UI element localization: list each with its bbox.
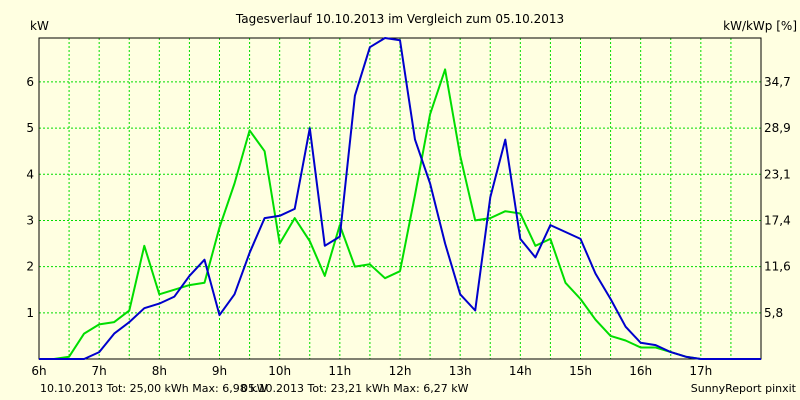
x-tick-label: 9h: [212, 364, 227, 378]
y-tick-label-left: 4: [26, 167, 34, 181]
right-axis-label: kW/kWp [%]: [723, 19, 797, 33]
footer-series1-summary: 10.10.2013 Tot: 25,00 kWh Max: 6,98 kW: [40, 382, 268, 395]
x-tick-label: 12h: [389, 364, 412, 378]
x-tick-label: 13h: [449, 364, 472, 378]
series-layer: [39, 37, 761, 360]
y-tick-label-left: 2: [26, 260, 34, 274]
grid: [39, 38, 761, 359]
footer-series2-summary: 05.10.2013 Tot: 23,21 kWh Max: 6,27 kW: [241, 382, 469, 395]
x-tick-label: 17h: [689, 364, 712, 378]
footer-credit: SunnyReport pinxit: [691, 382, 797, 395]
y-tick-label-right: 34,7: [764, 75, 791, 89]
y-tick-label-right: 11,6: [764, 260, 791, 274]
x-tick-label: 16h: [629, 364, 652, 378]
y-tick-label-right: 17,4: [764, 213, 791, 227]
series-line-10-10-2013: [39, 37, 761, 360]
x-tick-label: 15h: [569, 364, 592, 378]
y-tick-label-right: 5,8: [764, 306, 783, 320]
y-tick-label-right: 28,9: [764, 121, 791, 135]
tick-labels: 6h 7h 8h 9h 10h 11h 12h 13h 14h 15h 16h 17h 1 2 3 4 5 6 5,…: [26, 75, 790, 378]
series-line-05-10-2013: [39, 68, 761, 360]
y-tick-label-left: 5: [26, 121, 34, 135]
x-tick-label: 8h: [152, 364, 167, 378]
plot-frame: [38, 37, 762, 360]
chart-title: Tagesverlauf 10.10.2013 im Vergleich zum…: [235, 12, 564, 26]
x-tick-label: 6h: [31, 364, 46, 378]
x-tick-label: 10h: [268, 364, 291, 378]
y-tick-label-left: 3: [26, 213, 34, 227]
x-tick-label: 14h: [509, 364, 532, 378]
y-tick-label-right: 23,1: [764, 167, 791, 181]
y-tick-label-left: 6: [26, 75, 34, 89]
y-tick-label-left: 1: [26, 306, 34, 320]
x-tick-label: 11h: [328, 364, 351, 378]
x-tick-label: 7h: [92, 364, 107, 378]
left-axis-label: kW: [30, 19, 49, 33]
